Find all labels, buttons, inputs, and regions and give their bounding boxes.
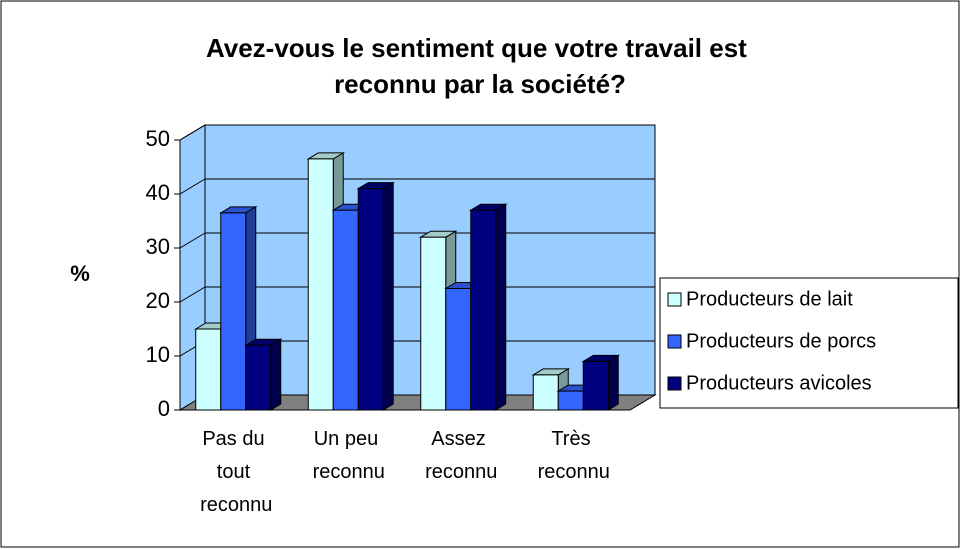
bar-front	[532, 374, 559, 411]
grid-line	[179, 124, 206, 141]
y-tick-label: 0	[158, 396, 170, 421]
y-axis-label: %	[70, 261, 90, 286]
x-tick-label: Assez reconnu	[425, 428, 497, 483]
y-tick-label: 10	[146, 342, 170, 367]
bar	[356, 181, 396, 411]
bar	[243, 338, 283, 411]
bar-side	[607, 354, 619, 411]
bar-front	[357, 188, 384, 411]
bar	[468, 203, 508, 411]
x-tick-label: Pas du tout reconnu	[200, 428, 272, 516]
y-tick-label: 30	[146, 234, 170, 259]
legend-label: Producteurs avicoles	[686, 372, 872, 394]
y-tick-label: 40	[146, 180, 170, 205]
bar	[581, 354, 621, 411]
bar-front	[307, 158, 334, 411]
y-tick-label: 50	[146, 126, 170, 151]
grid-line	[179, 232, 206, 249]
bar-side	[270, 338, 282, 411]
bar-front	[470, 209, 497, 411]
legend-label: Producteurs de porcs	[686, 330, 876, 352]
legend-swatch	[667, 376, 682, 391]
bar-side	[495, 203, 507, 411]
bar-front	[582, 360, 609, 411]
chart-title: Avez-vous le sentiment que votre travail…	[206, 33, 754, 99]
bar-front	[245, 344, 272, 411]
bar-side	[382, 181, 394, 411]
grid-line	[179, 286, 206, 303]
bar-front	[557, 390, 584, 411]
bar-front	[195, 328, 222, 411]
legend-swatch	[667, 292, 682, 307]
bar-front	[445, 288, 472, 411]
x-tick-label: Très reconnu	[538, 428, 610, 483]
bar-front	[420, 236, 447, 411]
y-tick-label: 20	[146, 288, 170, 313]
grid-line	[179, 178, 206, 195]
bar-front	[220, 212, 247, 411]
x-tick-label: Un peu reconnu	[313, 428, 385, 483]
legend-box	[659, 277, 959, 409]
legend-label: Producteurs de lait	[686, 288, 853, 310]
legend-swatch	[667, 334, 682, 349]
bar-front	[332, 209, 359, 411]
